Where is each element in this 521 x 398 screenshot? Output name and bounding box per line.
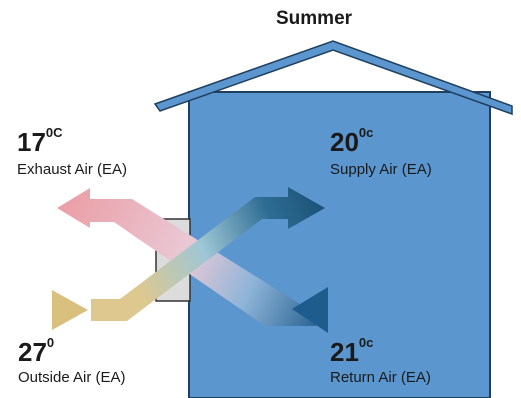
return-air-arrowhead [292,287,328,333]
return-temperature: 210c [330,336,373,367]
exhaust-air-label: Exhaust Air (EA) [17,161,128,178]
return-temp-value: 21 [330,337,359,367]
supply-temperature: 200c [330,126,373,157]
outside-air-arrowhead [52,290,88,330]
exhaust-temperature: 170C [17,126,63,157]
outside-temp-value: 27 [18,337,47,367]
supply-temp-value: 20 [330,127,359,157]
house-roof [153,40,513,116]
outside-temperature: 270 [18,336,54,367]
season-title: Summer [276,8,353,29]
supply-air-label: Supply Air (EA) [330,161,432,178]
return-temp-unit: 0c [358,335,374,350]
house-body [188,91,491,398]
exhaust-temp-unit: 0C [45,125,63,140]
outside-temp-unit: 0 [46,335,55,350]
outside-air-label: Outside Air (EA) [18,369,126,386]
exhaust-temp-value: 17 [17,127,46,157]
supply-temp-unit: 0c [358,125,374,140]
supply-air-arrow [91,187,325,321]
return-air-label: Return Air (EA) [330,369,431,386]
